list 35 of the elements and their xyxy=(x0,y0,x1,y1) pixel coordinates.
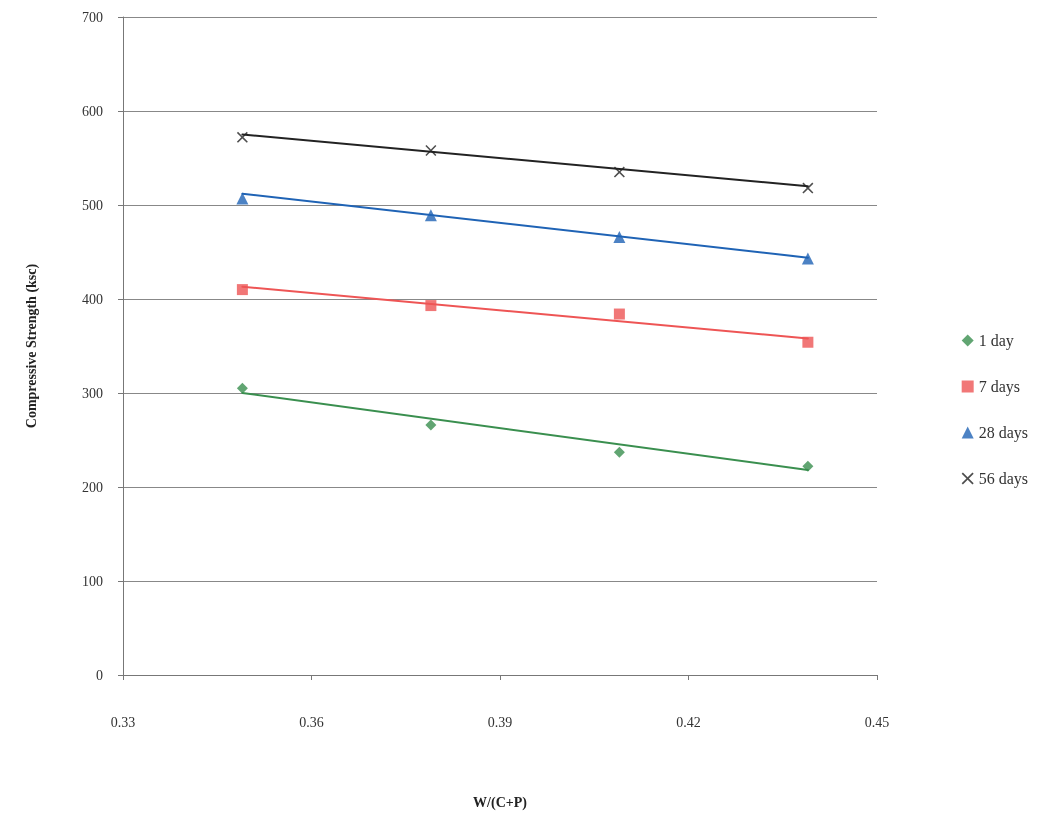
legend-label: 1 day xyxy=(978,332,1014,350)
point xyxy=(425,419,437,431)
legend-label: 7 days xyxy=(978,378,1020,396)
y-tick-label: 400 xyxy=(82,291,103,307)
point xyxy=(613,166,625,178)
x-tick-label: 0.33 xyxy=(110,714,136,730)
point xyxy=(236,382,248,394)
y-axis-title: Compressive Strength (ksc) xyxy=(23,263,40,429)
legend-label: 56 days xyxy=(978,470,1028,488)
x-axis-title: W/(C+P) xyxy=(473,794,528,811)
point xyxy=(802,182,814,194)
point xyxy=(425,300,437,312)
point xyxy=(802,336,814,348)
y-tick-label: 500 xyxy=(82,197,103,213)
y-tick-label: 200 xyxy=(82,479,103,495)
x-tick-label: 0.39 xyxy=(487,714,513,730)
point xyxy=(802,460,814,472)
y-tick-label: 700 xyxy=(82,9,103,25)
y-tick-label: 100 xyxy=(82,573,103,589)
point xyxy=(613,230,626,243)
point xyxy=(613,308,625,320)
x-tick-label: 0.45 xyxy=(864,714,890,730)
point xyxy=(424,209,437,222)
point xyxy=(425,144,437,156)
x-tick-label: 0.36 xyxy=(299,714,324,730)
y-tick-label: 0 xyxy=(96,667,103,683)
legend-label: 28 days xyxy=(978,424,1028,442)
point xyxy=(236,192,249,205)
point xyxy=(236,131,248,143)
point xyxy=(801,252,814,265)
x-tick-label: 0.42 xyxy=(676,714,701,730)
y-tick-label: 600 xyxy=(82,103,103,119)
y-tick-label: 300 xyxy=(82,385,103,401)
point xyxy=(236,284,248,296)
point xyxy=(613,446,625,458)
